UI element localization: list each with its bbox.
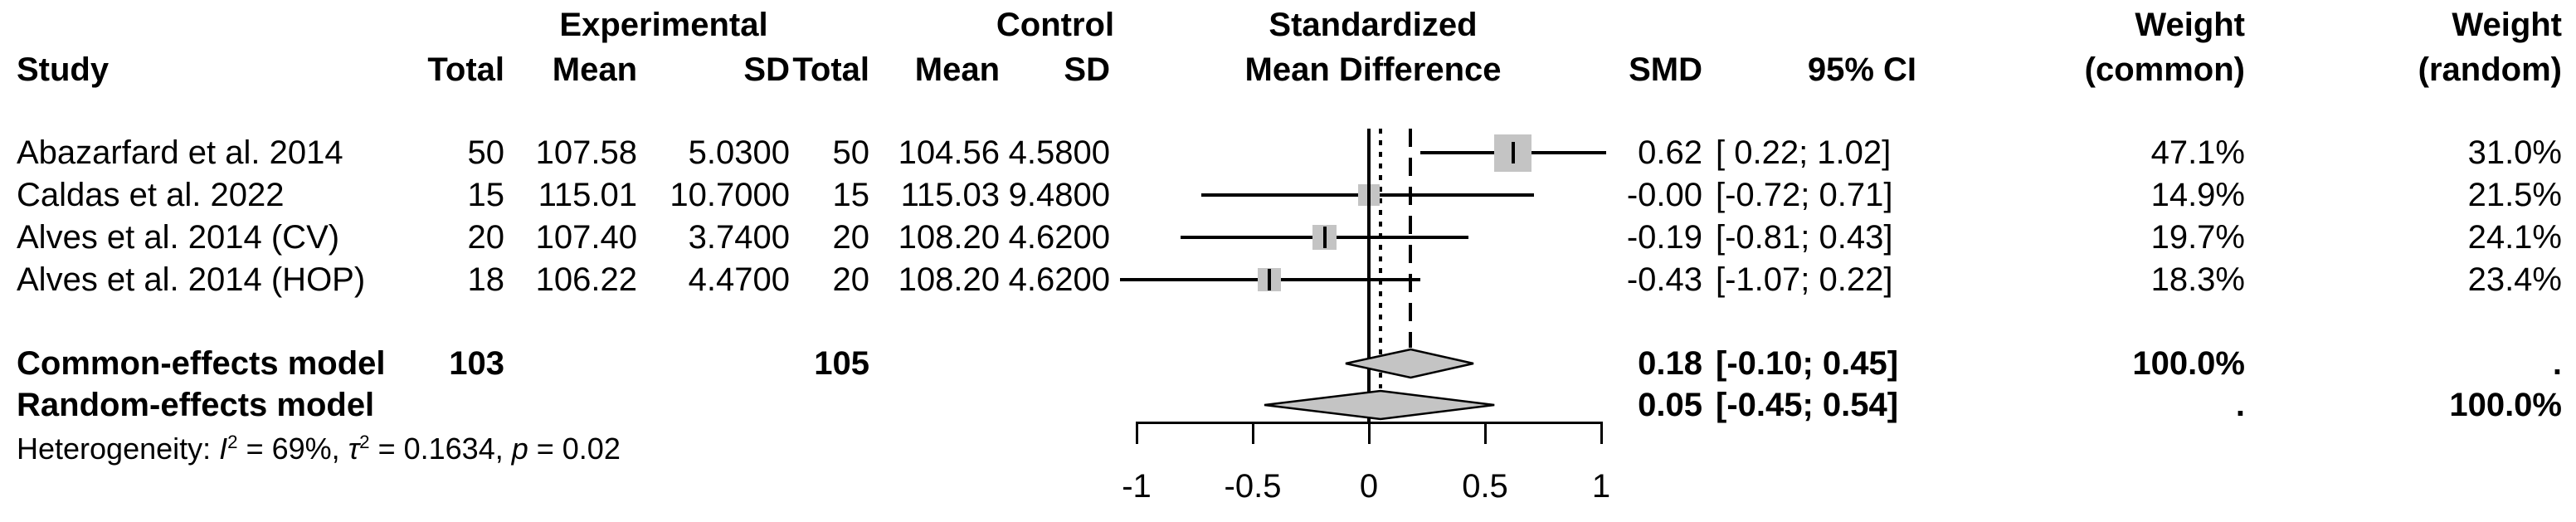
effect-point-marker [1267, 269, 1271, 290]
common-effects-diamond [1345, 348, 1474, 379]
study-label: Caldas et al. 2022 [17, 177, 285, 213]
header-weight-common-line2: (common) [2084, 51, 2245, 88]
cell-exp-mean: 106.22 [535, 261, 637, 298]
cell-smd: 0.18 [1638, 345, 1702, 382]
cell-ctrl-total: 15 [832, 177, 870, 213]
cell-ctrl-total: 20 [832, 219, 870, 256]
cell-ctrl-mean: 108.20 [898, 261, 1000, 298]
x-axis-tick [1600, 422, 1603, 444]
header-exp-mean: Mean [552, 51, 637, 88]
model-label: Common-effects model [17, 345, 386, 382]
cell-exp-total: 103 [449, 345, 504, 382]
random-effect-dotted-line [1379, 129, 1382, 388]
cell-ci: [ 0.22; 1.02] [1716, 134, 1892, 171]
cell-weight-random: 31.0% [2467, 134, 2562, 171]
cell-ctrl-mean: 104.56 [898, 134, 1000, 171]
cell-weight-common: 19.7% [2150, 219, 2245, 256]
heterogeneity-text: Heterogeneity: I2 = 69%, τ2 = 0.1634, p … [17, 432, 621, 466]
header-experimental: Experimental [559, 7, 768, 43]
cell-weight-random: 23.4% [2467, 261, 2562, 298]
cell-weight-common: 18.3% [2150, 261, 2245, 298]
header-ctrl-sd: SD [1064, 51, 1110, 88]
cell-exp-total: 15 [467, 177, 505, 213]
cell-exp-mean: 115.01 [538, 177, 637, 213]
cell-smd: -0.19 [1626, 219, 1702, 256]
cell-ctrl-sd: 4.6200 [1008, 219, 1110, 256]
cell-ctrl-total: 105 [814, 345, 869, 382]
cell-exp-total: 18 [467, 261, 505, 298]
cell-ctrl-mean: 108.20 [898, 219, 1000, 256]
cell-smd: 0.05 [1638, 387, 1702, 423]
header-weight-random-line1: Weight [2452, 7, 2562, 43]
cell-exp-sd: 4.4700 [688, 261, 790, 298]
header-ci: 95% CI [1807, 51, 1916, 88]
cell-ctrl-sd: 4.5800 [1008, 134, 1110, 171]
header-ctrl-mean: Mean [914, 51, 1000, 88]
study-label: Alves et al. 2014 (CV) [17, 219, 340, 256]
cell-exp-mean: 107.40 [535, 219, 637, 256]
effect-point-marker [1511, 142, 1515, 163]
cell-weight-common: . [2235, 387, 2245, 423]
header-study: Study [17, 51, 110, 88]
cell-exp-sd: 3.7400 [688, 219, 790, 256]
cell-smd: -0.43 [1626, 261, 1702, 298]
cell-ci: [-1.07; 0.22] [1716, 261, 1893, 298]
x-axis-tick-label: -0.5 [1224, 468, 1282, 505]
header-smd-plot-line1: Standardized [1269, 7, 1478, 43]
cell-smd: -0.00 [1626, 177, 1702, 213]
cell-ci: [-0.10; 0.45] [1716, 345, 1899, 382]
header-control: Control [996, 7, 1115, 43]
cell-ci: [-0.45; 0.54] [1716, 387, 1899, 423]
cell-weight-common: 47.1% [2150, 134, 2245, 171]
header-ctrl-total: Total [792, 51, 869, 88]
cell-exp-mean: 107.58 [535, 134, 637, 171]
cell-ci: [-0.81; 0.43] [1716, 219, 1893, 256]
cell-weight-random: . [2552, 345, 2562, 382]
header-weight-random-line2: (random) [2418, 51, 2562, 88]
x-axis-tick-label: 1 [1591, 468, 1611, 505]
effect-point-marker [1322, 227, 1327, 248]
cell-exp-total: 20 [467, 219, 505, 256]
cell-weight-random: 21.5% [2467, 177, 2562, 213]
x-axis-tick [1135, 422, 1138, 444]
study-label: Alves et al. 2014 (HOP) [17, 261, 366, 298]
cell-weight-common: 100.0% [2132, 345, 2245, 382]
p-symbol: p [511, 432, 528, 466]
x-axis-tick-label: 0.5 [1462, 468, 1508, 505]
cell-weight-common: 14.9% [2150, 177, 2245, 213]
header-exp-sd: SD [743, 51, 790, 88]
cell-ctrl-mean: 115.03 [900, 177, 1000, 213]
cell-ctrl-sd: 9.4800 [1008, 177, 1110, 213]
x-axis-tick-label: 0 [1359, 468, 1379, 505]
random-effects-diamond [1264, 389, 1495, 421]
cell-ctrl-total: 20 [832, 261, 870, 298]
cell-exp-sd: 5.0300 [688, 134, 790, 171]
cell-smd: 0.62 [1638, 134, 1702, 171]
cell-weight-random: 100.0% [2449, 387, 2562, 423]
zero-reference-line [1367, 129, 1371, 422]
cell-exp-total: 50 [467, 134, 505, 171]
header-weight-common-line1: Weight [2135, 7, 2245, 43]
tau-symbol: τ [348, 432, 360, 466]
header-exp-total: Total [427, 51, 504, 88]
effect-point-marker [1367, 184, 1371, 206]
header-smd-plot-line2: Mean Difference [1244, 51, 1502, 88]
study-label: Abazarfard et al. 2014 [17, 134, 343, 171]
x-axis-tick [1251, 422, 1254, 444]
cell-exp-sd: 10.7000 [670, 177, 790, 213]
cell-ctrl-sd: 4.6200 [1008, 261, 1110, 298]
cell-ci: [-0.72; 0.71] [1716, 177, 1893, 213]
i-squared-symbol: I [219, 432, 228, 466]
cell-ctrl-total: 50 [832, 134, 870, 171]
x-axis-tick [1483, 422, 1487, 444]
model-label: Random-effects model [17, 387, 375, 423]
cell-weight-random: 24.1% [2467, 219, 2562, 256]
header-smd: SMD [1629, 51, 1702, 88]
x-axis-tick-label: -1 [1122, 468, 1152, 505]
x-axis-tick [1367, 422, 1371, 444]
